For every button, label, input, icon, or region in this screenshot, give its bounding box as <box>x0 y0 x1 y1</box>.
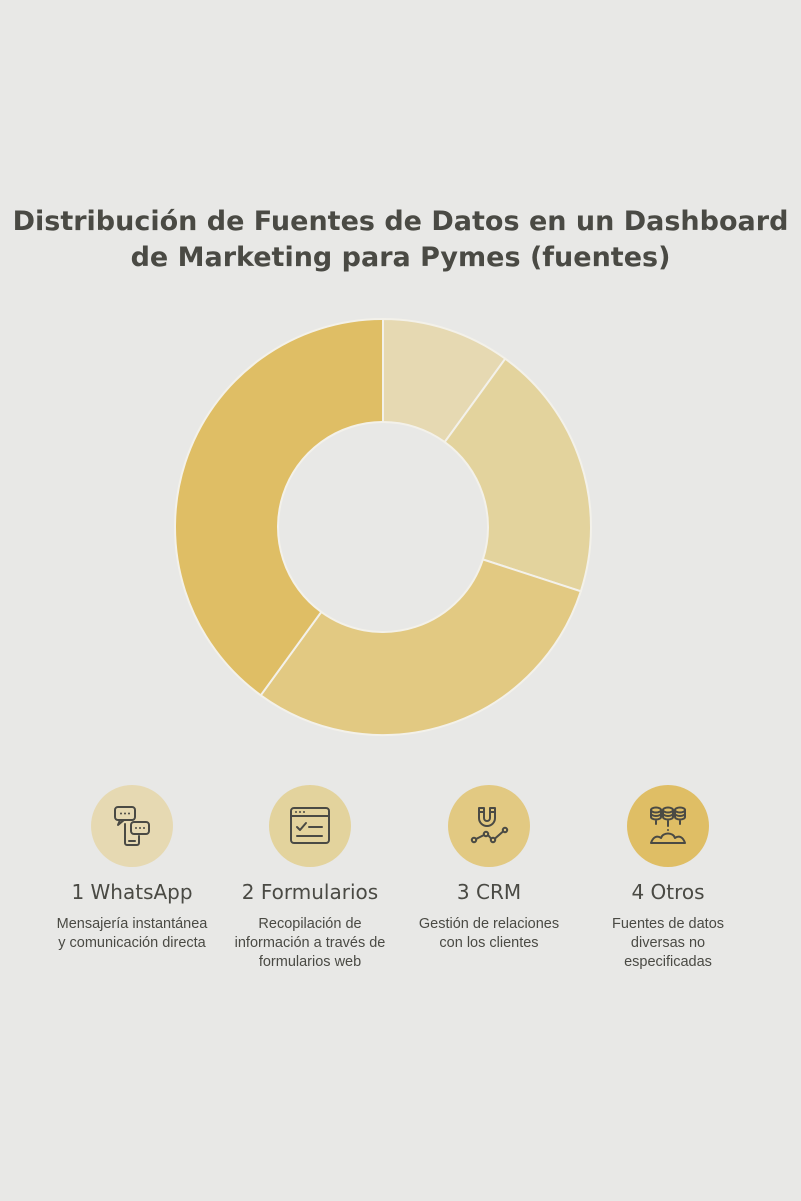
web-form-icon <box>290 807 330 844</box>
donut-slice-otros <box>174 317 384 697</box>
legend-swatch-otros <box>627 785 709 867</box>
legend-label: 3 CRM <box>456 880 522 904</box>
donut-slice-formularios <box>443 357 592 593</box>
legend-label: 2 Formularios <box>241 880 379 904</box>
legend-item-crm: 3 CRM Gestión de relaciones con los clie… <box>401 785 577 953</box>
legend-swatch-formularios <box>269 785 351 867</box>
legend-item-otros: 4 Otros Fuentes de datos diversas no esp… <box>580 785 756 972</box>
legend-description: Mensajería instantánea y comunicación di… <box>56 916 208 951</box>
legend-label: 1 WhatsApp <box>71 880 193 904</box>
legend-item-whatsapp: 1 WhatsApp Mensajería instantánea y comu… <box>44 785 220 953</box>
chat-phone-icon <box>114 806 150 846</box>
legend-swatch-crm <box>448 785 530 867</box>
legend-label: 4 Otros <box>631 880 705 904</box>
legend-description: Recopilación de información a través de … <box>234 916 386 970</box>
chart-title: Distribución de Fuentes de Datos en un D… <box>12 206 789 273</box>
database-icon <box>650 806 686 844</box>
legend: 1 WhatsApp Mensajería instantánea y comu… <box>0 785 801 985</box>
legend-item-formularios: 2 Formularios Recopilación de informació… <box>222 785 398 972</box>
legend-swatch-whatsapp <box>91 785 173 867</box>
donut-slice-crm <box>259 558 583 737</box>
legend-description: Gestión de relaciones con los clientes <box>418 916 560 951</box>
magnet-chart-icon <box>470 807 509 844</box>
legend-description: Fuentes de datos diversas no especificad… <box>611 916 725 970</box>
